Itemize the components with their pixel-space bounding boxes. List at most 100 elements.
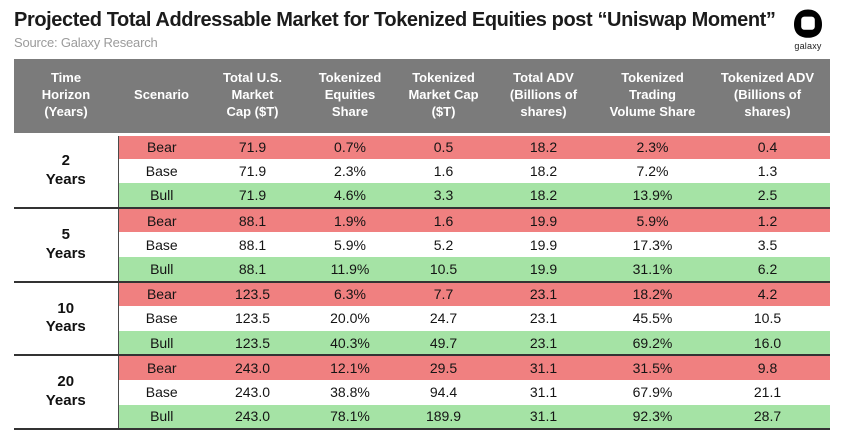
value-cell: 243.0	[205, 404, 300, 430]
value-cell: 3.3	[400, 183, 487, 208]
value-cell: 10.5	[400, 256, 487, 282]
value-cell: 2.3%	[600, 134, 705, 159]
galaxy-logo-icon	[794, 9, 822, 38]
value-cell: 5.9%	[300, 232, 400, 257]
value-cell: 19.9	[487, 206, 600, 233]
value-cell: 18.2	[487, 183, 600, 208]
value-cell: 5.2	[400, 232, 487, 257]
value-cell: 19.9	[487, 256, 600, 282]
chart-title: Projected Total Addressable Market for T…	[14, 9, 776, 31]
value-cell: 13.9%	[600, 183, 705, 208]
table-body: 2 Years Bear 71.9 0.7% 0.5 18.2 2.3% 0.4 Base 71.9…	[14, 134, 830, 430]
time-horizon-cell: 20 Years	[14, 354, 119, 430]
value-cell: 6.2	[705, 256, 830, 282]
value-cell: 71.9	[205, 134, 300, 159]
value-cell: 2.5	[705, 183, 830, 208]
time-horizon-cell: 2 Years	[14, 134, 119, 208]
table-row: Bull 71.9 4.6% 3.3 18.2 13.9% 2.5	[14, 183, 830, 208]
value-cell: 28.7	[705, 404, 830, 430]
column-header: Time Horizon (Years)	[14, 59, 118, 136]
scenario-cell: Base	[118, 158, 205, 184]
value-cell: 7.7	[400, 280, 487, 307]
value-cell: 18.2	[487, 158, 600, 184]
table-row: 2 Years Bear 71.9 0.7% 0.5 18.2 2.3% 0.4	[14, 134, 830, 208]
value-cell: 123.5	[205, 280, 300, 307]
value-cell: 92.3%	[600, 404, 705, 430]
scenario-cell: Base	[118, 306, 205, 331]
value-cell: 16.0	[705, 330, 830, 356]
table-header-row: Time Horizon (Years) Scenario Total U.S. M…	[14, 59, 830, 136]
table-row: 20 Years Bear 243.0 12.1% 29.5 31.1 31.5% 9.8	[14, 354, 830, 430]
horizon-value: 2	[61, 152, 70, 170]
tam-projection-table: Time Horizon (Years) Scenario Total U.S. M…	[14, 59, 830, 431]
table-row: Bull 88.1 11.9% 10.5 19.9 31.1% 6.2	[14, 256, 830, 282]
value-cell: 31.1	[487, 354, 600, 380]
horizon-unit: Years	[45, 244, 86, 262]
value-cell: 18.2	[487, 134, 600, 159]
table-row: 5 Years Bear 88.1 1.9% 1.6 19.9 5.9% 1.2	[14, 206, 830, 282]
value-cell: 12.1%	[300, 354, 400, 380]
column-header: Scenario	[118, 59, 205, 136]
scenario-cell: Bull	[118, 256, 205, 282]
table-row: Base 243.0 38.8% 94.4 31.1 67.9% 21.1	[14, 379, 830, 405]
scenario-cell: Bear	[118, 354, 205, 380]
value-cell: 6.3%	[300, 280, 400, 307]
value-cell: 71.9	[205, 183, 300, 208]
scenario-cell: Bull	[118, 404, 205, 430]
horizon-unit: Years	[45, 392, 86, 410]
value-cell: 45.5%	[600, 306, 705, 331]
table-row: 10 Years Bear 123.5 6.3% 7.7 23.1 18.2% 4.2	[14, 280, 830, 356]
horizon-unit: Years	[45, 171, 86, 189]
table-row: Base 71.9 2.3% 1.6 18.2 7.2% 1.3	[14, 158, 830, 184]
value-cell: 38.8%	[300, 379, 400, 405]
value-cell: 40.3%	[300, 330, 400, 356]
value-cell: 243.0	[205, 354, 300, 380]
time-horizon-cell: 10 Years	[14, 280, 119, 356]
value-cell: 23.1	[487, 280, 600, 307]
value-cell: 17.3%	[600, 232, 705, 257]
column-header: Tokenized ADV (Billions of shares)	[705, 59, 830, 136]
value-cell: 1.3	[705, 158, 830, 184]
scenario-cell: Bear	[118, 280, 205, 307]
table-row: Bull 123.5 40.3% 49.7 23.1 69.2% 16.0	[14, 330, 830, 356]
value-cell: 29.5	[400, 354, 487, 380]
scenario-cell: Base	[118, 232, 205, 257]
column-header: Total U.S. Market Cap ($T)	[205, 59, 300, 136]
value-cell: 7.2%	[600, 158, 705, 184]
value-cell: 23.1	[487, 306, 600, 331]
value-cell: 88.1	[205, 232, 300, 257]
value-cell: 5.9%	[600, 206, 705, 233]
value-cell: 1.9%	[300, 206, 400, 233]
value-cell: 18.2%	[600, 280, 705, 307]
value-cell: 1.6	[400, 158, 487, 184]
value-cell: 23.1	[487, 330, 600, 356]
value-cell: 0.7%	[300, 134, 400, 159]
chart-source: Source: Galaxy Research	[14, 35, 158, 50]
value-cell: 24.7	[400, 306, 487, 331]
column-header: Tokenized Market Cap ($T)	[400, 59, 487, 136]
value-cell: 78.1%	[300, 404, 400, 430]
value-cell: 243.0	[205, 379, 300, 405]
horizon-value: 20	[57, 373, 75, 391]
table-row: Base 123.5 20.0% 24.7 23.1 45.5% 10.5	[14, 306, 830, 331]
value-cell: 1.6	[400, 206, 487, 233]
table-row: Bull 243.0 78.1% 189.9 31.1 92.3% 28.7	[14, 404, 830, 430]
value-cell: 31.1%	[600, 256, 705, 282]
value-cell: 2.3%	[300, 158, 400, 184]
value-cell: 9.8	[705, 354, 830, 380]
value-cell: 10.5	[705, 306, 830, 331]
value-cell: 189.9	[400, 404, 487, 430]
value-cell: 0.4	[705, 134, 830, 159]
value-cell: 11.9%	[300, 256, 400, 282]
galaxy-logo: galaxy	[788, 8, 828, 51]
value-cell: 20.0%	[300, 306, 400, 331]
value-cell: 31.5%	[600, 354, 705, 380]
value-cell: 4.6%	[300, 183, 400, 208]
value-cell: 69.2%	[600, 330, 705, 356]
value-cell: 21.1	[705, 379, 830, 405]
value-cell: 4.2	[705, 280, 830, 307]
column-header: Tokenized Equities Share	[300, 59, 400, 136]
scenario-cell: Base	[118, 379, 205, 405]
column-header: Total ADV (Billions of shares)	[487, 59, 600, 136]
